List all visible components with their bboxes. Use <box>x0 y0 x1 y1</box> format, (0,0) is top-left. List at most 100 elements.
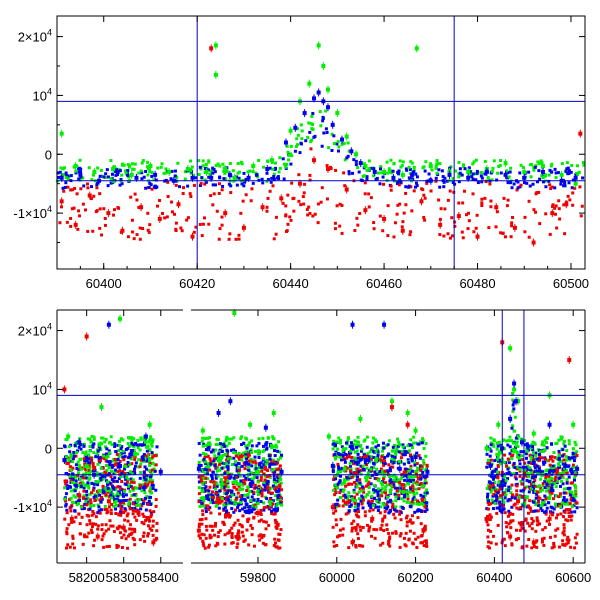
noise-point <box>410 475 414 479</box>
noise-point <box>507 509 511 513</box>
noise-point <box>318 110 322 114</box>
noise-point <box>387 475 391 479</box>
noise-point <box>523 501 527 505</box>
noise-point <box>129 477 133 481</box>
noise-point <box>547 470 551 474</box>
noise-point <box>109 159 113 163</box>
noise-point <box>556 471 560 475</box>
noise-point <box>88 466 92 470</box>
noise-point <box>72 546 76 550</box>
noise-point <box>498 163 502 167</box>
noise-point <box>388 469 392 473</box>
data-point <box>321 64 326 69</box>
noise-point <box>79 447 83 451</box>
noise-point <box>510 224 514 228</box>
noise-point <box>569 170 573 174</box>
noise-point <box>244 193 248 197</box>
noise-point <box>347 170 351 174</box>
noise-point <box>130 218 134 222</box>
noise-point <box>242 479 246 483</box>
noise-point <box>569 470 573 474</box>
noise-point <box>542 500 546 504</box>
noise-point <box>523 495 527 499</box>
noise-point <box>346 496 350 500</box>
noise-point <box>412 531 416 535</box>
noise-point <box>376 494 380 498</box>
data-point <box>512 225 517 230</box>
noise-point <box>424 539 428 543</box>
noise-point <box>223 533 227 537</box>
noise-point <box>89 470 93 474</box>
noise-point <box>359 457 363 461</box>
noise-point <box>173 174 177 178</box>
noise-point <box>278 497 282 501</box>
noise-point <box>211 183 215 187</box>
noise-point <box>519 437 523 441</box>
noise-point <box>549 457 553 461</box>
noise-point <box>507 485 511 489</box>
noise-point <box>215 502 219 506</box>
noise-point <box>410 521 414 525</box>
noise-point <box>486 492 490 496</box>
noise-point <box>114 503 118 507</box>
noise-point <box>203 460 207 464</box>
noise-point <box>265 209 269 213</box>
noise-point <box>78 477 82 481</box>
noise-point <box>569 498 573 502</box>
noise-point <box>551 511 555 515</box>
noise-point <box>563 232 567 236</box>
noise-point <box>102 486 106 490</box>
noise-point <box>264 465 268 469</box>
noise-point <box>520 454 524 458</box>
noise-point <box>124 537 128 541</box>
noise-point <box>226 511 230 515</box>
noise-point <box>142 522 146 526</box>
noise-point <box>516 180 520 184</box>
noise-point <box>367 527 371 531</box>
noise-point <box>219 478 223 482</box>
noise-point <box>413 510 417 514</box>
noise-point <box>76 460 80 464</box>
noise-point <box>232 523 236 527</box>
noise-point <box>210 477 214 481</box>
noise-point <box>113 208 117 212</box>
noise-point <box>384 481 388 485</box>
noise-point <box>365 466 369 470</box>
noise-point <box>519 479 523 483</box>
noise-point <box>515 450 519 454</box>
noise-point <box>117 449 121 453</box>
noise-point <box>558 492 562 496</box>
noise-point <box>316 221 320 225</box>
noise-point <box>495 495 499 499</box>
noise-point <box>95 455 99 459</box>
noise-point <box>242 480 246 484</box>
noise-point <box>364 463 368 467</box>
noise-point <box>372 462 376 466</box>
noise-point <box>545 482 549 486</box>
noise-point <box>356 532 360 536</box>
noise-point <box>365 493 369 497</box>
x-tick-label: 60200 <box>398 570 434 585</box>
noise-point <box>496 476 500 480</box>
noise-point <box>146 167 150 171</box>
noise-point <box>408 501 412 505</box>
data-point <box>216 410 221 415</box>
noise-point <box>278 484 282 488</box>
noise-point <box>346 141 350 145</box>
noise-point <box>405 514 409 518</box>
noise-point <box>198 184 202 188</box>
noise-point <box>412 481 416 485</box>
noise-point <box>272 172 276 176</box>
noise-point <box>201 513 205 517</box>
noise-point <box>369 506 373 510</box>
noise-point <box>386 443 390 447</box>
noise-point <box>272 460 276 464</box>
noise-point <box>88 437 92 441</box>
noise-point <box>92 194 96 198</box>
noise-point <box>537 190 541 194</box>
noise-point <box>370 455 374 459</box>
noise-point <box>105 488 109 492</box>
noise-point <box>411 489 415 493</box>
noise-point <box>472 160 476 164</box>
noise-point <box>508 181 512 185</box>
